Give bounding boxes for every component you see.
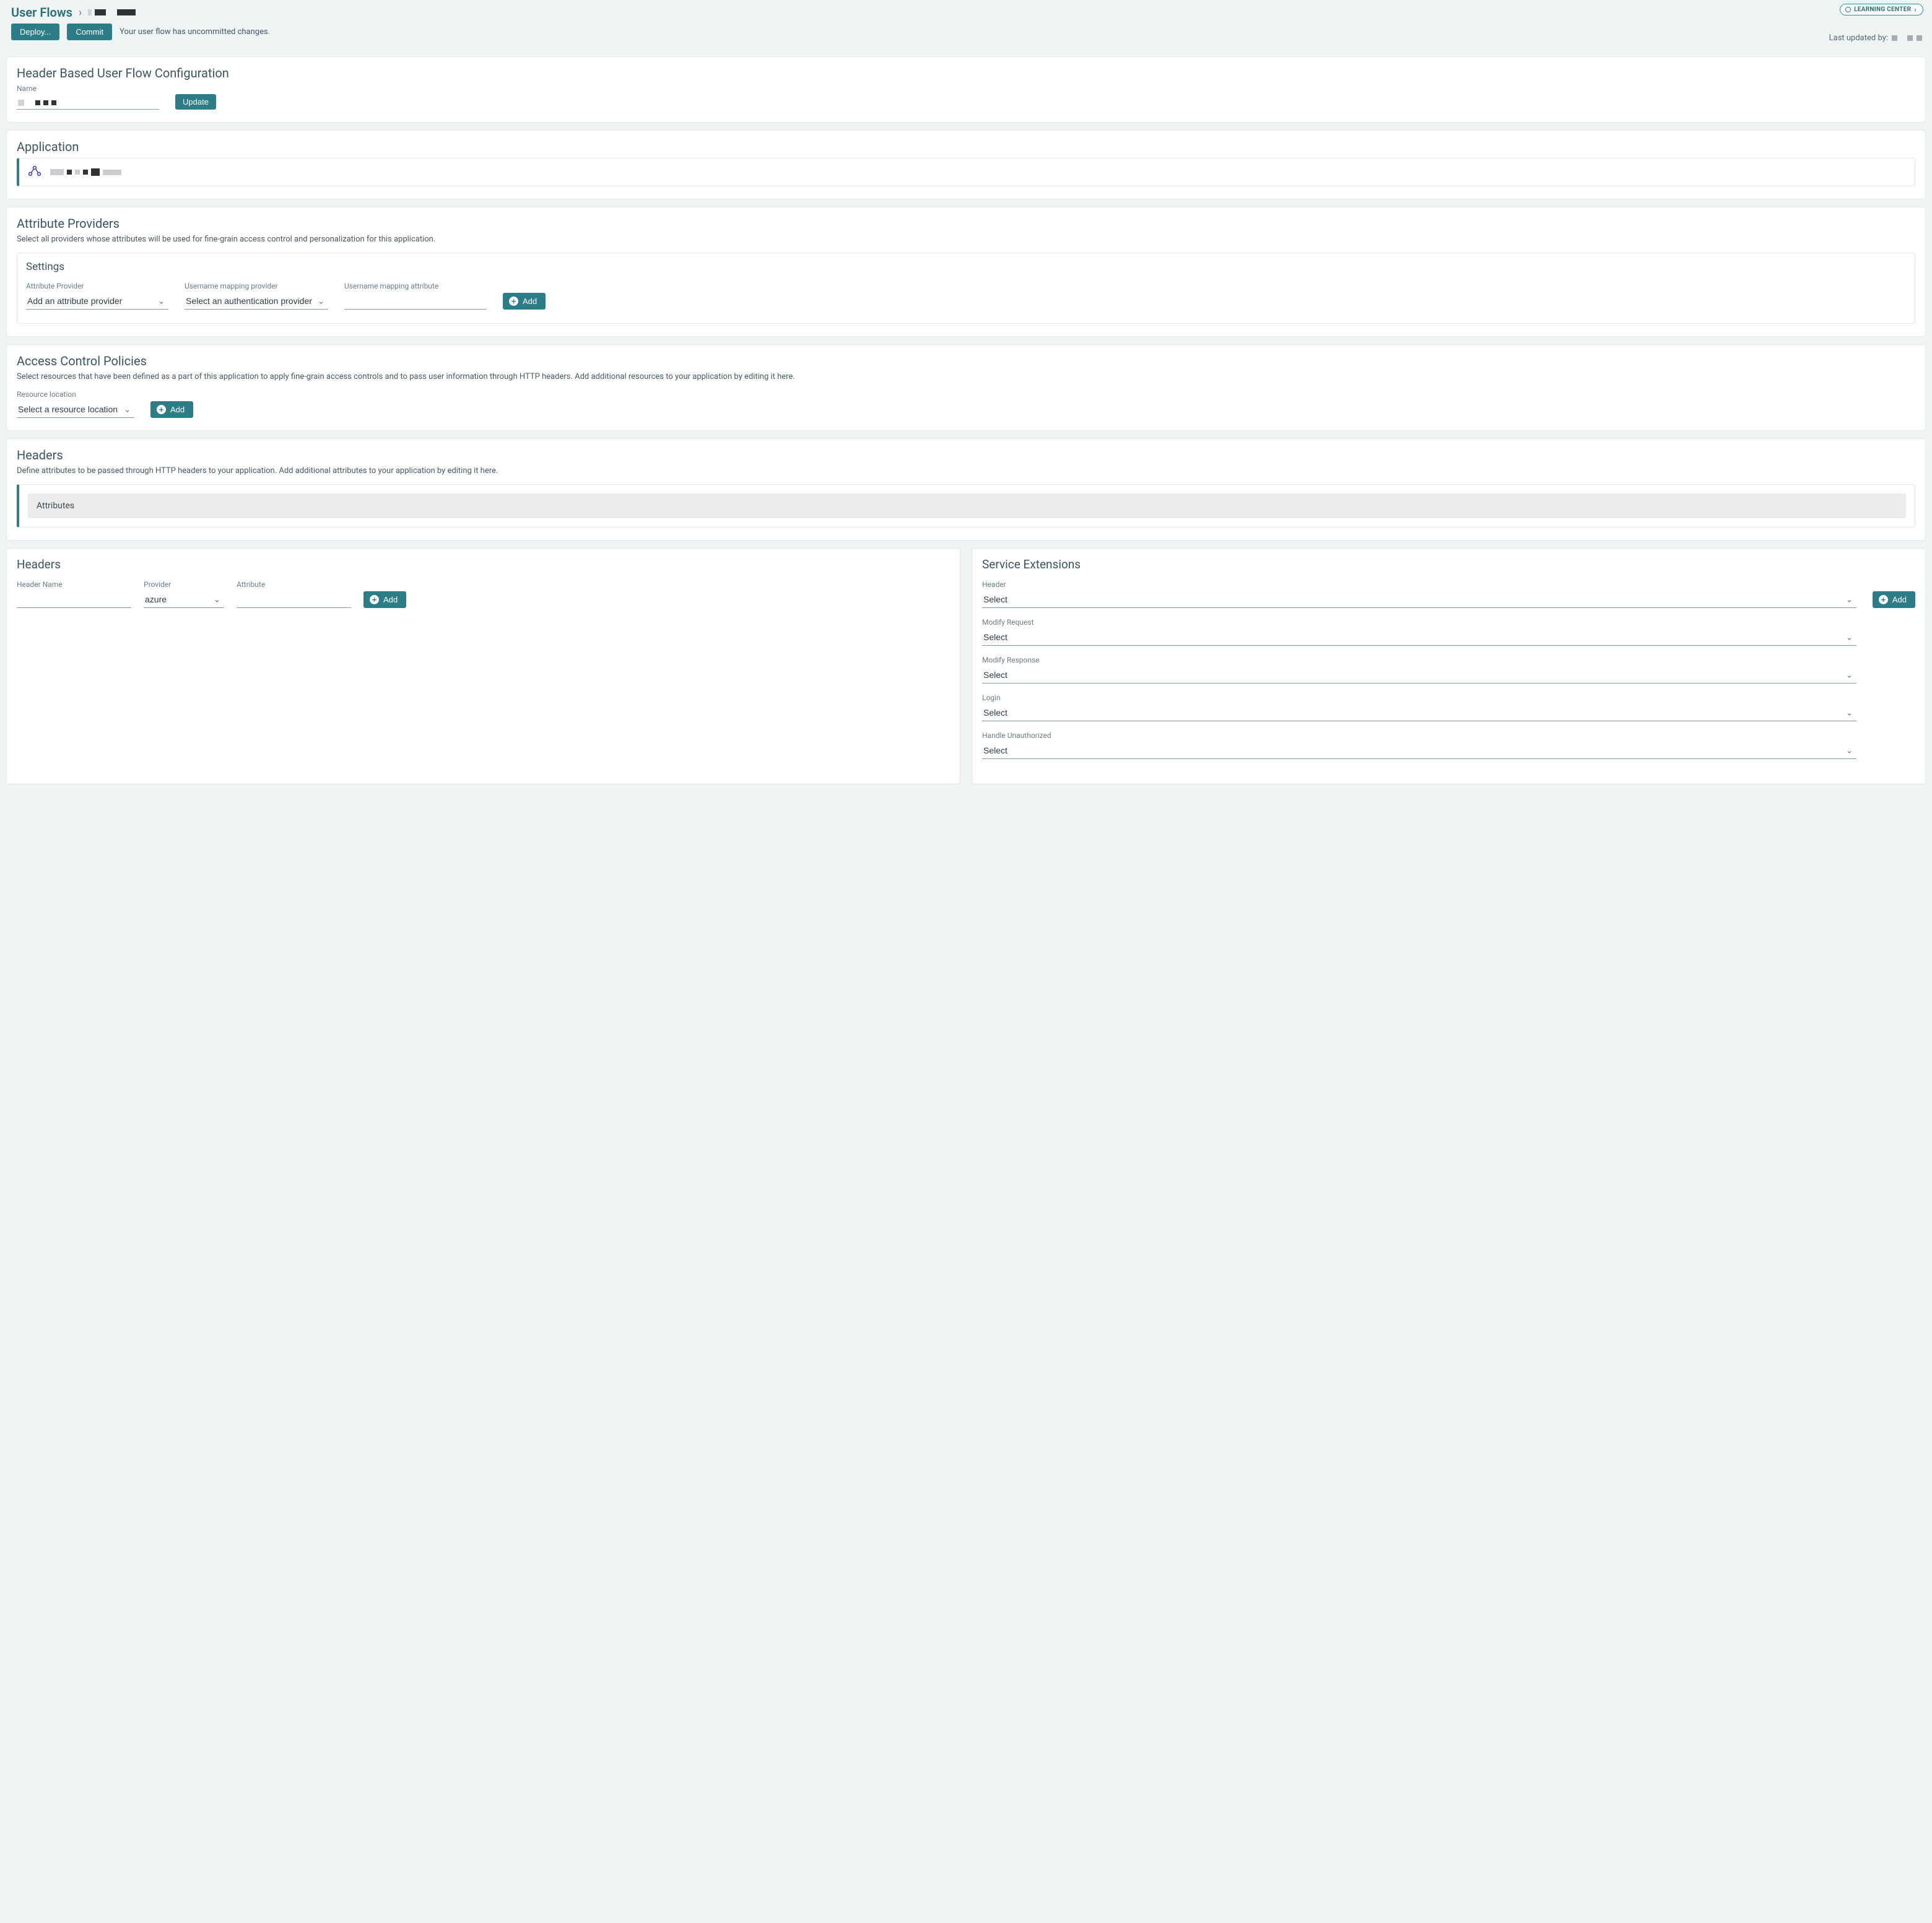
plus-circle-icon: + (509, 297, 518, 306)
se-login-label: Login (982, 693, 1856, 702)
add-header-button[interactable]: + Add (363, 591, 406, 608)
se-header-label: Header (982, 580, 1856, 589)
attributes-banner[interactable]: Attributes (28, 493, 1906, 518)
subpanel-title: Settings (26, 261, 1906, 273)
deploy-button[interactable]: Deploy... (11, 24, 59, 40)
attribute-provider-label: Attribute Provider (26, 282, 168, 290)
commit-button[interactable]: Commit (67, 24, 112, 40)
redacted-block (1892, 35, 1897, 41)
access-control-panel: Access Control Policies Select resources… (6, 344, 1926, 431)
breadcrumb: User Flows › (11, 5, 1921, 24)
add-service-extension-button[interactable]: + Add (1873, 591, 1915, 608)
se-modify-request-field: Modify Request Select ⌄ (982, 618, 1856, 646)
application-row[interactable] (17, 158, 1915, 186)
application-name-redacted (50, 166, 121, 178)
username-provider-field: Username mapping provider Select an auth… (185, 282, 328, 310)
header-config-panel: Header Based User Flow Configuration Nam… (6, 56, 1926, 123)
username-attribute-label: Username mapping attribute (344, 282, 487, 290)
resource-location-field: Resource location Select a resource loca… (17, 390, 134, 418)
se-modify-request-select[interactable]: Select (982, 629, 1856, 646)
headers-panel: Headers Header Name Provider azure ⌄ (6, 548, 960, 784)
plus-circle-icon: + (370, 595, 379, 604)
last-updated-label: Last updated by: (1829, 33, 1888, 43)
panel-description: Select resources that have been defined … (17, 372, 1915, 381)
breadcrumb-root[interactable]: User Flows (11, 5, 72, 20)
attribute-input[interactable] (237, 591, 351, 608)
name-field: Name (17, 84, 159, 110)
lightbulb-icon (1845, 7, 1851, 12)
redacted-block (1907, 35, 1913, 41)
attribute-provider-select[interactable]: Add an attribute provider (26, 293, 168, 310)
header-name-input[interactable] (17, 591, 131, 608)
attribute-field: Attribute (237, 580, 351, 608)
add-attribute-provider-button[interactable]: + Add (503, 293, 546, 310)
add-label: Add (170, 405, 185, 414)
redacted-block (1917, 35, 1922, 41)
panel-title: Access Control Policies (17, 354, 1915, 368)
app-network-icon (28, 165, 41, 180)
headers-section-panel: Headers Define attributes to be passed t… (6, 438, 1926, 540)
panel-title: Headers (17, 557, 950, 571)
uncommitted-status: Your user flow has uncommitted changes. (120, 27, 270, 37)
chevron-right-icon: › (79, 6, 82, 19)
se-handle-unauthorized-label: Handle Unauthorized (982, 731, 1856, 740)
se-handle-unauthorized-field: Handle Unauthorized Select ⌄ (982, 731, 1856, 759)
attribute-providers-panel: Attribute Providers Select all providers… (6, 207, 1926, 337)
resource-location-select[interactable]: Select a resource location (17, 401, 134, 418)
username-provider-label: Username mapping provider (185, 282, 328, 290)
se-header-field: Header Select ⌄ (982, 580, 1856, 608)
update-button[interactable]: Update (175, 94, 216, 110)
resource-location-label: Resource location (17, 390, 134, 399)
add-resource-button[interactable]: + Add (150, 401, 193, 418)
se-login-field: Login Select ⌄ (982, 693, 1856, 721)
action-row: Deploy... Commit Your user flow has unco… (11, 24, 1921, 40)
header-name-label: Header Name (17, 580, 131, 589)
panel-title: Application (17, 139, 1915, 154)
username-attribute-field: Username mapping attribute (344, 282, 487, 310)
attributes-container: Attributes (17, 484, 1915, 527)
last-updated: Last updated by: (1829, 33, 1922, 43)
name-label: Name (17, 84, 159, 93)
se-modify-request-label: Modify Request (982, 618, 1856, 627)
add-label: Add (1892, 595, 1907, 604)
add-label: Add (523, 297, 537, 306)
plus-circle-icon: + (157, 405, 166, 414)
se-modify-response-field: Modify Response Select ⌄ (982, 656, 1856, 684)
attribute-label: Attribute (237, 580, 351, 589)
provider-label: Provider (144, 580, 224, 589)
plus-circle-icon: + (1879, 595, 1888, 604)
username-provider-select[interactable]: Select an authentication provider (185, 293, 328, 310)
service-extensions-panel: Service Extensions Header Select ⌄ Modif… (972, 548, 1926, 784)
se-header-select[interactable]: Select (982, 591, 1856, 608)
application-panel: Application (6, 130, 1926, 199)
se-handle-unauthorized-select[interactable]: Select (982, 742, 1856, 759)
learning-center-label: LEARNING CENTER (1854, 6, 1911, 13)
settings-subpanel: Settings Attribute Provider Add an attri… (17, 253, 1915, 324)
attribute-provider-field: Attribute Provider Add an attribute prov… (26, 282, 168, 310)
name-value-redacted (18, 98, 56, 106)
topbar: User Flows › LEARNING CENTER › Deploy...… (0, 0, 1932, 49)
add-label: Add (383, 595, 398, 604)
provider-select[interactable]: azure (144, 591, 224, 608)
provider-field: Provider azure ⌄ (144, 580, 224, 608)
se-modify-response-select[interactable]: Select (982, 667, 1856, 684)
se-modify-response-label: Modify Response (982, 656, 1856, 664)
header-name-field: Header Name (17, 580, 131, 608)
panel-description: Select all providers whose attributes wi… (17, 235, 1915, 244)
username-attribute-input[interactable] (344, 293, 487, 310)
chevron-right-icon: › (1914, 6, 1917, 14)
breadcrumb-current (88, 7, 136, 18)
panel-title: Headers (17, 448, 1915, 462)
panel-title: Service Extensions (982, 557, 1915, 571)
panel-description: Define attributes to be passed through H… (17, 466, 1915, 475)
se-login-select[interactable]: Select (982, 705, 1856, 721)
panel-title: Header Based User Flow Configuration (17, 66, 1915, 80)
learning-center-button[interactable]: LEARNING CENTER › (1840, 4, 1923, 15)
panel-title: Attribute Providers (17, 216, 1915, 231)
